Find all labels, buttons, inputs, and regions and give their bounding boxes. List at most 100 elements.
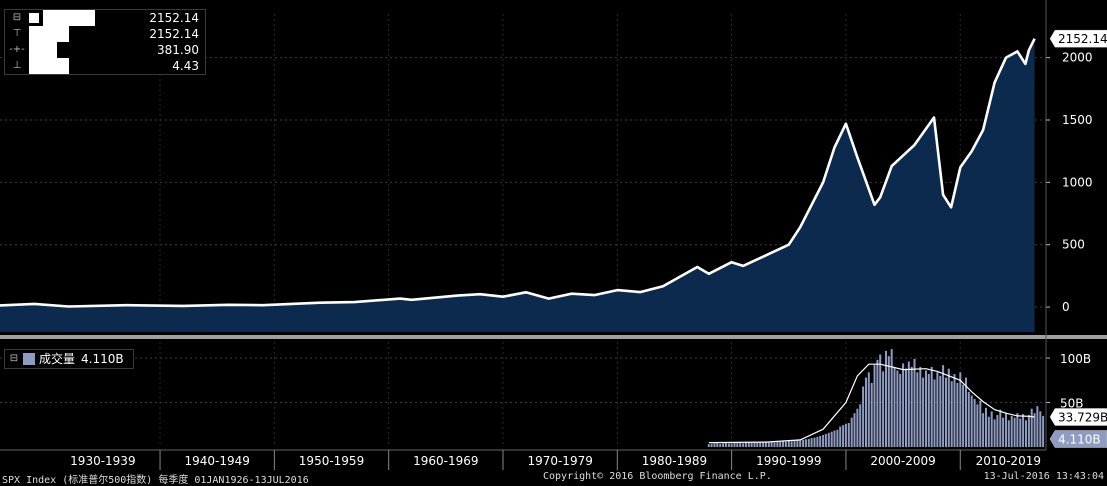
time-axis-label: 2000-2009 <box>870 454 935 468</box>
time-axis-label: 1970-1979 <box>527 454 592 468</box>
volume-current-marker-box <box>1049 430 1107 448</box>
volume-bar <box>1022 414 1025 447</box>
timestamp: 13-Jul-2016 13:43:04 <box>983 471 1104 482</box>
volume-bar <box>865 377 867 447</box>
low-marker-icon: ⊥ <box>12 60 22 71</box>
volume-bars <box>707 349 1045 448</box>
volume-bar <box>970 395 973 447</box>
volume-bar <box>716 443 719 447</box>
volume-bar <box>710 443 713 447</box>
volume-bar <box>1007 420 1010 447</box>
volume-bar <box>744 442 747 447</box>
price-tick-label: 1500 <box>1062 113 1093 127</box>
volume-bar <box>730 443 733 447</box>
panel-dividers <box>0 0 1107 450</box>
price-current-marker-box <box>1049 29 1107 48</box>
volume-bar <box>802 439 805 447</box>
volume-bar <box>799 440 802 447</box>
volume-bar <box>1042 415 1045 447</box>
volume-bar <box>1036 406 1039 447</box>
last-price-value: 2152.14 <box>149 11 199 25</box>
volume-bar <box>816 436 819 447</box>
price-area-fill <box>0 38 1035 332</box>
volume-bar <box>713 443 716 447</box>
time-axis-label: 2010-2019 <box>976 454 1041 468</box>
volume-bar <box>962 384 965 447</box>
volume-value: 4.110B <box>81 352 124 366</box>
volume-bar <box>925 370 927 447</box>
volume-bar <box>996 415 999 447</box>
volume-bar <box>1025 420 1027 447</box>
low-label: 最低于 <box>29 58 70 74</box>
volume-bar <box>807 439 810 447</box>
volume-bar <box>839 426 842 447</box>
volume-bar <box>1027 415 1030 447</box>
volume-bar <box>939 375 942 447</box>
low-date: 06/30/32 <box>73 58 131 74</box>
volume-bar <box>953 374 956 447</box>
time-axis-label: 1990-1999 <box>756 454 821 468</box>
volume-bar <box>810 438 813 447</box>
security-description: SPX Index (标准普尔500指数) 每季度 01JAN1926-13JU… <box>2 475 309 486</box>
volume-bar <box>790 441 793 447</box>
volume-bar <box>890 349 893 447</box>
copyright-text: Copyright© 2016 Bloomberg Finance L.P. <box>543 471 772 482</box>
price-tick-label: 500 <box>1062 238 1085 252</box>
volume-bar <box>993 419 996 447</box>
legend-row-volume: ⊟ 成交量 4.110B <box>5 350 133 368</box>
price-tick-label: 1000 <box>1062 175 1093 189</box>
volume-current-marker-text: 4.110B <box>1058 433 1101 447</box>
volume-bar <box>930 366 933 447</box>
volume-bar <box>922 377 925 447</box>
volume-bar <box>842 425 845 447</box>
low-value: 4.43 <box>172 59 199 73</box>
volume-bar <box>724 442 727 447</box>
volume-bar <box>867 372 870 447</box>
volume-bar <box>776 441 779 448</box>
high-label: 最高于 <box>29 26 70 42</box>
collapse-icon[interactable]: ⊟ <box>12 12 22 23</box>
volume-bar <box>967 391 970 447</box>
legend-row-low: ⊥ 最低于 06/30/32 4.43 <box>5 58 205 74</box>
volume-tick-label: 50B <box>1060 397 1084 411</box>
legend-row-last: ⊟ 最新价格 2152.14 <box>5 10 205 26</box>
volume-bar <box>850 417 853 447</box>
volume-bar <box>979 400 982 447</box>
volume-bar <box>859 404 862 447</box>
series-swatch-price <box>29 13 39 23</box>
volume-bar <box>719 443 722 447</box>
volume-bar <box>927 374 930 447</box>
price-current-marker-text: 2152.14 <box>1058 32 1107 46</box>
volume-bar <box>742 443 745 447</box>
volume-bar <box>896 370 899 447</box>
volume-bar <box>1002 417 1005 447</box>
footer-bar: SPX Index (标准普尔500指数) 每季度 01JAN1926-13JU… <box>0 470 1107 486</box>
volume-bar <box>796 440 799 447</box>
time-axis-label: 1940-1949 <box>184 454 249 468</box>
volume-bar <box>1030 408 1033 447</box>
volume-bar <box>933 379 936 447</box>
volume-bar <box>965 377 967 447</box>
time-axis-background <box>0 450 1107 470</box>
average-marker-icon: -+- <box>9 44 25 55</box>
volume-bar <box>856 408 859 447</box>
volume-bar <box>844 423 847 447</box>
volume-bar <box>813 437 816 447</box>
series-swatch-volume <box>23 353 35 365</box>
collapse-icon[interactable]: ⊟ <box>9 353 19 364</box>
time-axis: 1930-1939 1940-1949 1950-1959 1960-1969 1970… <box>0 449 1107 470</box>
volume-bar <box>885 350 887 447</box>
volume-bar <box>950 381 953 447</box>
average-label: 平均 <box>29 42 58 58</box>
volume-bar <box>882 371 885 447</box>
volume-bar <box>945 377 947 447</box>
average-value: 381.90 <box>157 43 199 57</box>
time-axis-label: 1960-1969 <box>413 454 478 468</box>
volume-bar <box>876 359 879 447</box>
value-markers: 2152.14 33.729B 4.110B <box>1049 29 1107 448</box>
volume-bar <box>1039 411 1042 447</box>
volume-bar <box>916 372 919 447</box>
volume-bar <box>739 442 742 447</box>
volume-bar <box>787 440 790 447</box>
